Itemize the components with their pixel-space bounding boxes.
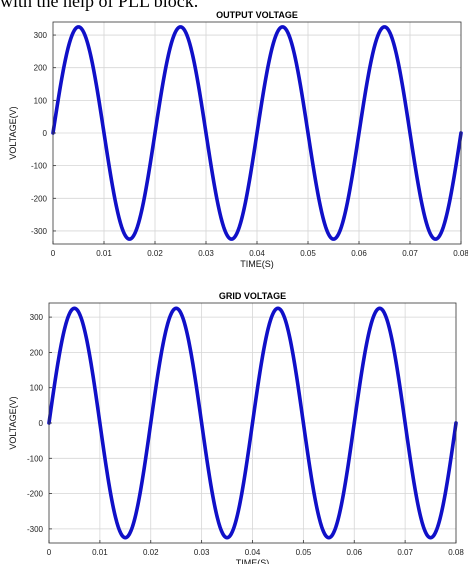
document-text-fragment: with the help of PLL block. — [0, 0, 199, 11]
x-tick-label: 0.02 — [147, 249, 163, 258]
series-line-1 — [51, 25, 463, 241]
y-tick-label: -100 — [31, 162, 48, 171]
x-axis-label: TIME(S) — [240, 259, 274, 269]
x-tick-label: 0.05 — [300, 249, 316, 258]
x-tick-label: 0.01 — [92, 548, 108, 557]
x-tick-label: 0 — [47, 548, 52, 557]
x-tick-label: 0.07 — [402, 249, 418, 258]
chart-1: 0 0.01 0.02 0.03 0.04 0.05 0.06 0.07 0.08 300 200 1… — [8, 10, 468, 269]
x-tick-label: 0.02 — [143, 548, 159, 557]
y-tick-label: -200 — [27, 490, 44, 499]
x-tick-label: 0 — [51, 249, 56, 258]
x-axis-label: TIME(S) — [236, 558, 270, 564]
y-tick-label: -300 — [27, 525, 44, 534]
x-tick-label: 0.03 — [198, 249, 214, 258]
chart-title: OUTPUT VOLTAGE — [216, 10, 298, 20]
y-tick-label: 0 — [43, 129, 48, 138]
x-tick-label: 0.04 — [249, 249, 265, 258]
y-tick-label: 100 — [34, 96, 48, 105]
y-tick-label: 200 — [34, 64, 48, 73]
y-tick-label: 200 — [30, 348, 44, 357]
y-tick-label: 100 — [30, 384, 44, 393]
y-axis-label: VOLTAGE(V) — [8, 106, 18, 159]
x-tick-label: 0.07 — [397, 548, 413, 557]
x-tick-label: 0.06 — [351, 249, 367, 258]
x-tick-label: 0.04 — [245, 548, 261, 557]
y-tick-label: -300 — [31, 227, 48, 236]
y-tick-label: 300 — [34, 31, 48, 40]
chart-title: GRID VOLTAGE — [219, 291, 286, 301]
y-axis-label: VOLTAGE(V) — [8, 396, 18, 449]
y-tick-label: -100 — [27, 454, 44, 463]
y-tick-label: 0 — [39, 419, 44, 428]
x-tick-label: 0.08 — [448, 548, 464, 557]
y-tick-label: -200 — [31, 194, 48, 203]
x-tick-label: 0.06 — [346, 548, 362, 557]
x-tick-label: 0.05 — [296, 548, 312, 557]
x-tick-label: 0.08 — [453, 249, 468, 258]
x-tick-label: 0.01 — [96, 249, 112, 258]
y-tick-label: 300 — [30, 313, 44, 322]
series-line-1 — [47, 306, 458, 540]
chart-2: 0 0.01 0.02 0.03 0.04 0.05 0.06 0.07 0.08 300 200 1… — [8, 291, 464, 564]
x-tick-label: 0.03 — [194, 548, 210, 557]
